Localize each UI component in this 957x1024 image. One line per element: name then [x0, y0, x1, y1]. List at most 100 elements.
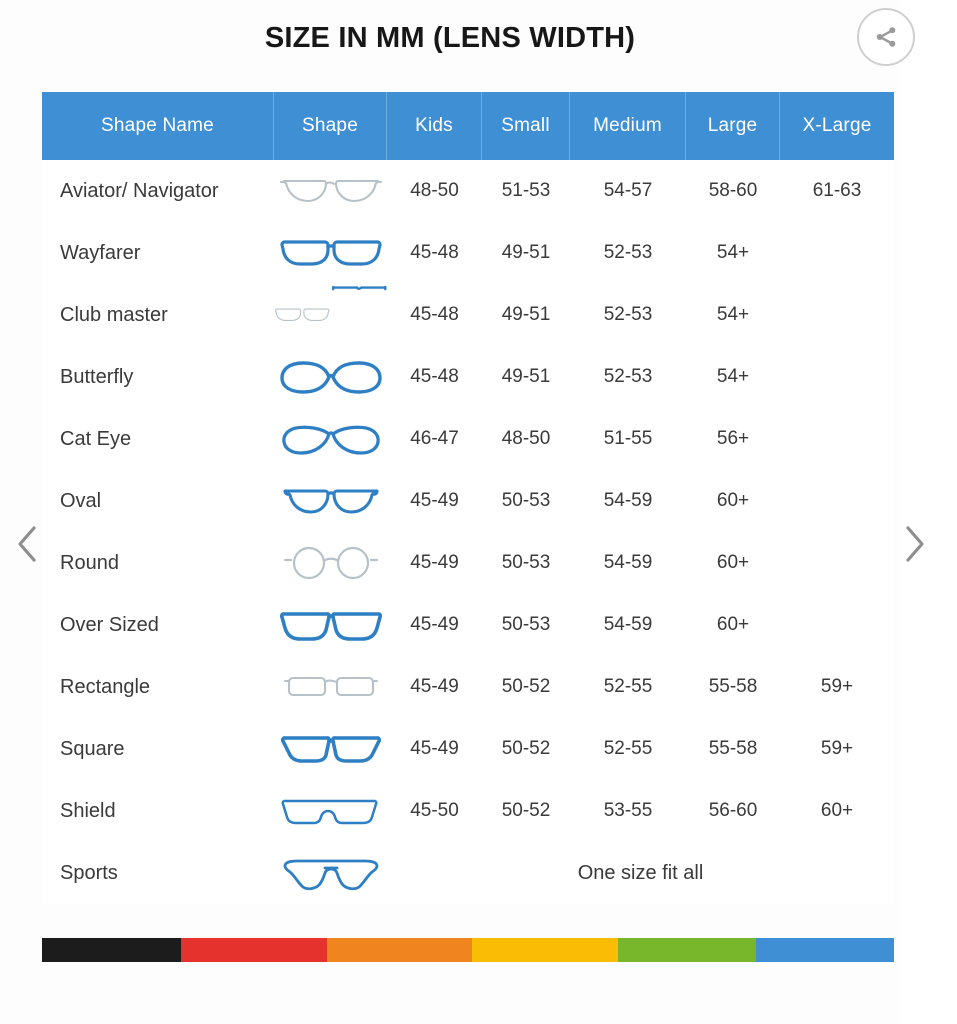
- clubmaster-glasses-icon: [274, 284, 387, 346]
- chevron-left-icon: [13, 522, 43, 566]
- color-strip-segment: [42, 938, 181, 962]
- cell-shape-name: Shield: [60, 799, 116, 822]
- cell-shape-name: Round: [60, 551, 119, 574]
- cell-large: 54+: [716, 242, 750, 263]
- share-button[interactable]: [857, 8, 915, 66]
- cell-kids: 48-50: [410, 180, 459, 201]
- rectangle-glasses-icon: [274, 656, 387, 718]
- cell-kids: 45-48: [410, 242, 459, 263]
- column-header-xlarge: X-Large: [802, 115, 872, 136]
- cell-large: 60+: [716, 614, 750, 635]
- cell-xlarge: 59+: [820, 676, 854, 697]
- cell-xlarge: 60+: [820, 800, 854, 821]
- cell-kids: 45-49: [410, 614, 459, 635]
- cell-small: 51-53: [501, 180, 551, 201]
- sports-glasses-icon: [274, 842, 387, 904]
- table-row: Club master 45-48 49-51 52-53 54+: [42, 284, 894, 346]
- cell-medium: 54-57: [603, 180, 653, 201]
- table-row: Over Sized 45-49 50-53 54-59 60+: [42, 594, 894, 656]
- cell-small: 50-52: [501, 800, 551, 821]
- table-row: Aviator/ Navigator 48-50 51-53 54-57 58-60 61…: [42, 160, 894, 222]
- column-header-shape-name: Shape Name: [42, 92, 274, 160]
- cell-xlarge: [780, 408, 894, 470]
- table-row: Square 45-49 50-52 52-55 55-58 59+: [42, 718, 894, 780]
- cell-medium: 54-59: [603, 614, 653, 635]
- square-glasses-icon: [274, 718, 387, 780]
- round-glasses-icon: [274, 532, 387, 594]
- aviator-glasses-icon: [274, 160, 387, 222]
- cell-shape-name: Square: [60, 737, 125, 760]
- cell-shape-name: Club master: [60, 303, 168, 326]
- cell-shape-name: Rectangle: [60, 675, 151, 698]
- cell-kids: 45-50: [410, 800, 459, 821]
- cell-small: 50-52: [501, 738, 551, 759]
- wayfarer-glasses-icon: [274, 222, 387, 284]
- column-header-large: Large: [686, 92, 780, 160]
- cell-kids: 46-47: [410, 428, 459, 449]
- cell-xlarge: [780, 594, 894, 656]
- cell-small: 48-50: [501, 428, 551, 449]
- cell-small: 50-53: [501, 614, 551, 635]
- size-table: Shape Name Shape Kids Small Medium Large…: [42, 92, 894, 904]
- cell-medium: 52-53: [603, 304, 653, 325]
- cell-large: 58-60: [708, 180, 758, 201]
- color-strip: [42, 938, 894, 962]
- shield-glasses-icon: [274, 780, 387, 842]
- cell-medium: 54-59: [603, 552, 653, 573]
- next-slide-button[interactable]: [892, 516, 936, 572]
- cell-shape-name: Oval: [60, 489, 102, 512]
- oversized-glasses-icon: [274, 594, 387, 656]
- cell-medium: 53-55: [603, 800, 653, 821]
- cell-shape-name: Butterfly: [60, 365, 134, 388]
- cell-large: 56+: [716, 428, 750, 449]
- column-header-small: Small: [482, 92, 570, 160]
- column-header-kids: Kids: [387, 92, 482, 160]
- oval-glasses-icon: [274, 470, 387, 532]
- cell-xlarge: [780, 346, 894, 408]
- cell-medium: 52-55: [603, 676, 653, 697]
- cell-small: 50-52: [501, 676, 551, 697]
- cell-medium: 51-55: [603, 428, 653, 449]
- share-icon: [872, 23, 900, 51]
- cell-xlarge: [780, 284, 894, 346]
- cell-small: 49-51: [501, 366, 551, 387]
- cell-xlarge: 59+: [820, 738, 854, 759]
- cell-large: 56-60: [708, 800, 758, 821]
- table-row: Shield 45-50 50-52 53-55 56-60 60+: [42, 780, 894, 842]
- table-row: Wayfarer 45-48 49-51 52-53 54+: [42, 222, 894, 284]
- cell-xlarge: [780, 222, 894, 284]
- cell-small: 50-53: [501, 490, 551, 511]
- cell-medium: 52-53: [603, 242, 653, 263]
- butterfly-glasses-icon: [274, 346, 387, 408]
- table-row: Cat Eye 46-47 48-50 51-55 56+: [42, 408, 894, 470]
- table-row: Oval 45-49 50-53 54-59 60+: [42, 470, 894, 532]
- color-strip-segment: [180, 938, 327, 962]
- cell-large: 55-58: [708, 676, 758, 697]
- cell-large: 60+: [716, 552, 750, 573]
- cell-shape-name: Wayfarer: [60, 241, 141, 264]
- color-strip-segment: [472, 938, 618, 962]
- table-row: Round 45-49 50-53 54-59 60+: [42, 532, 894, 594]
- cell-kids: 45-48: [410, 366, 459, 387]
- cell-shape-name: Aviator/ Navigator: [60, 179, 219, 202]
- cell-kids: 45-49: [410, 676, 459, 697]
- table-row: Sports One size fit all: [42, 842, 894, 904]
- cell-large: 54+: [716, 304, 750, 325]
- cell-shape-name: Cat Eye: [60, 427, 132, 450]
- cell-kids: 45-48: [410, 304, 459, 325]
- cell-large: 54+: [716, 366, 750, 387]
- cell-small: 49-51: [501, 304, 551, 325]
- cell-shape-name: Over Sized: [60, 613, 159, 636]
- cell-small: 50-53: [501, 552, 551, 573]
- cell-large: 55-58: [708, 738, 758, 759]
- prev-slide-button[interactable]: [6, 516, 50, 572]
- cell-xlarge: [780, 532, 894, 594]
- page-title: SIZE IN MM (LENS WIDTH): [264, 22, 636, 54]
- color-strip-segment: [617, 938, 756, 962]
- cell-kids: 45-49: [410, 738, 459, 759]
- cell-kids: 45-49: [410, 490, 459, 511]
- color-strip-segment: [755, 938, 894, 962]
- table-row: Butterfly 45-48 49-51 52-53 54+: [42, 346, 894, 408]
- cell-kids: 45-49: [410, 552, 459, 573]
